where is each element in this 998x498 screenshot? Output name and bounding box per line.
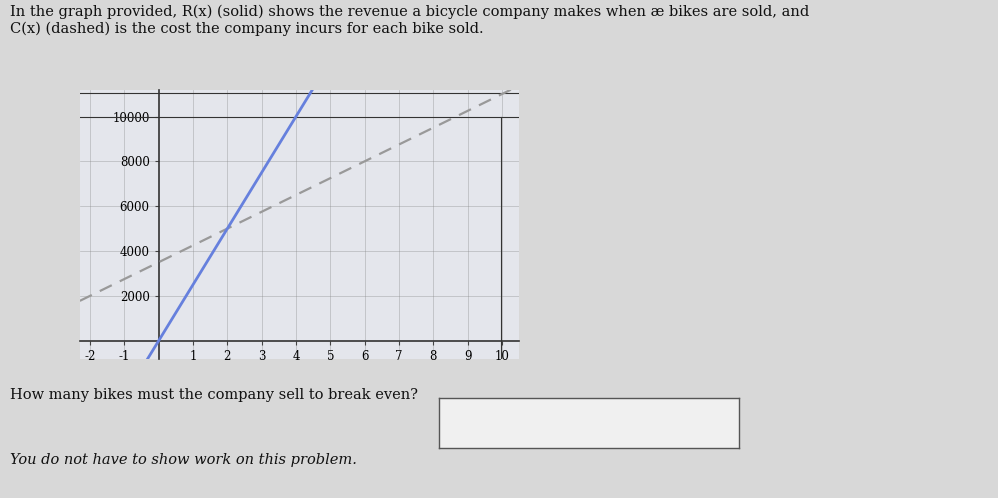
- Text: You do not have to show work on this problem.: You do not have to show work on this pro…: [10, 453, 357, 467]
- Text: In the graph provided, R(x) (solid) shows the revenue a bicycle company makes wh: In the graph provided, R(x) (solid) show…: [10, 5, 809, 36]
- Text: How many bikes must the company sell to break even?: How many bikes must the company sell to …: [10, 388, 418, 402]
